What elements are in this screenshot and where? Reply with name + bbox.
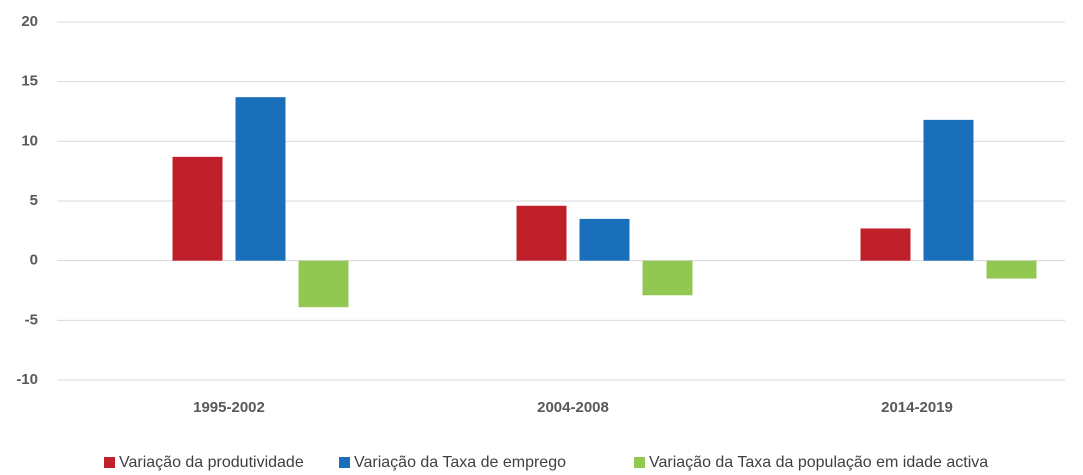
legend-swatch [339,457,350,468]
legend-swatch [634,457,645,468]
bar [642,260,693,296]
y-tick-label: 0 [30,252,38,269]
legend-label: Variação da produtividade [119,454,304,471]
x-tick-label: 2014-2019 [881,399,953,416]
x-tick-label: 2004-2008 [537,399,609,416]
bar [986,260,1037,279]
bar [172,156,223,261]
bar [923,119,974,261]
x-tick-label: 1995-2002 [193,399,265,416]
bar [516,205,567,261]
bar [298,260,349,308]
bar [235,97,286,261]
bar [579,218,630,261]
y-tick-label: 10 [21,132,38,149]
y-tick-label: -10 [16,371,38,388]
y-tick-label: 20 [21,13,38,30]
y-tick-label: -5 [25,311,38,328]
bar [860,228,911,261]
legend-swatch [104,457,115,468]
legend-label: Variação da Taxa de emprego [354,454,566,471]
legend-label: Variação da Taxa da população em idade a… [649,454,988,471]
y-tick-label: 5 [30,192,38,209]
y-tick-label: 15 [21,73,38,90]
